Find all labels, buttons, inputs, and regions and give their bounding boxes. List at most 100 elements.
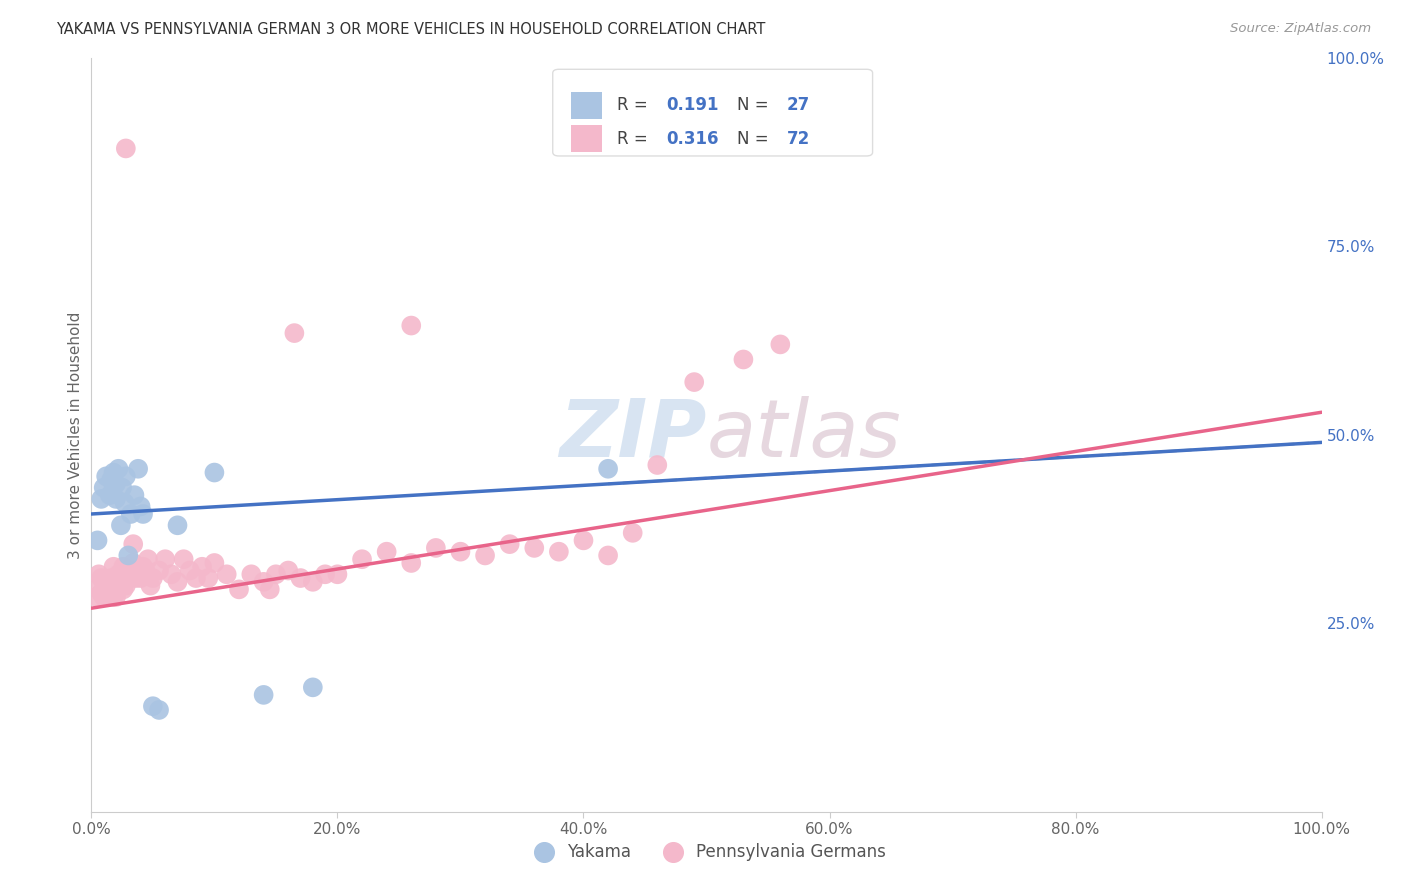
Text: 27: 27 (786, 96, 810, 114)
Point (127, 462, 149, 476)
Point (98, 488, 121, 502)
Point (129, 571, 152, 585)
Point (100, 571, 122, 585)
Point (215, 567, 238, 582)
Point (136, 552, 159, 566)
Point (103, 466, 125, 480)
Point (105, 476, 127, 491)
Point (97, 582, 120, 597)
Point (153, 552, 177, 566)
Point (179, 564, 201, 578)
Point (96, 590, 117, 604)
Point (100, 473, 122, 487)
Point (498, 537, 520, 551)
Text: ZIP: ZIP (560, 396, 706, 474)
Point (228, 582, 250, 597)
Text: R =: R = (617, 96, 652, 114)
Point (166, 574, 188, 589)
Point (124, 488, 146, 502)
Point (86, 533, 108, 548)
Point (105, 491, 127, 506)
Text: 72: 72 (786, 129, 810, 148)
Point (683, 375, 706, 389)
Point (184, 571, 207, 585)
Text: N =: N = (737, 129, 775, 148)
Point (135, 564, 156, 578)
Point (107, 567, 129, 582)
Point (425, 541, 447, 555)
Point (301, 574, 323, 589)
Point (111, 571, 134, 585)
Text: N =: N = (737, 96, 775, 114)
Point (264, 567, 287, 582)
Point (139, 579, 162, 593)
Point (122, 537, 145, 551)
Point (769, 337, 792, 351)
Point (314, 567, 336, 582)
Point (103, 559, 125, 574)
Point (202, 466, 225, 480)
Point (112, 559, 135, 574)
Point (93, 582, 115, 597)
Point (523, 541, 546, 555)
Point (645, 458, 669, 472)
Point (110, 518, 132, 533)
Point (107, 574, 129, 589)
Point (114, 579, 138, 593)
Point (277, 564, 299, 578)
Point (142, 699, 165, 714)
Point (621, 525, 644, 540)
Point (474, 549, 496, 563)
Point (105, 590, 127, 604)
FancyBboxPatch shape (571, 92, 602, 119)
Point (166, 518, 188, 533)
Text: atlas: atlas (706, 396, 901, 474)
Point (90, 491, 112, 506)
Legend: Yakama, Pennsylvania Germans: Yakama, Pennsylvania Germans (520, 836, 893, 867)
Point (173, 552, 195, 566)
Point (399, 318, 422, 333)
Point (90, 571, 112, 585)
Point (596, 549, 619, 563)
Point (110, 579, 132, 593)
Point (290, 571, 312, 585)
Point (733, 352, 755, 367)
Point (105, 579, 127, 593)
Point (117, 549, 139, 563)
Point (98, 574, 121, 589)
Point (547, 544, 569, 558)
Point (240, 567, 263, 582)
Y-axis label: 3 or more Vehicles in Household: 3 or more Vehicles in Household (67, 311, 83, 558)
Point (112, 582, 135, 597)
Point (253, 688, 276, 702)
FancyBboxPatch shape (553, 70, 873, 156)
Point (86, 590, 108, 604)
Point (117, 571, 139, 585)
Point (86, 579, 108, 593)
Point (572, 533, 595, 548)
Point (148, 564, 170, 578)
Point (596, 462, 619, 476)
Point (107, 462, 129, 476)
Point (93, 590, 115, 604)
Point (160, 567, 183, 582)
Point (120, 564, 142, 578)
Point (111, 481, 134, 495)
Text: Source: ZipAtlas.com: Source: ZipAtlas.com (1230, 22, 1371, 36)
Point (375, 544, 398, 558)
Point (283, 326, 305, 340)
Point (129, 500, 152, 514)
Point (148, 703, 170, 717)
Point (117, 564, 139, 578)
Point (114, 496, 136, 510)
Point (253, 574, 276, 589)
Point (191, 559, 214, 574)
Point (114, 469, 138, 483)
Point (301, 681, 323, 695)
Point (127, 567, 149, 582)
Point (96, 582, 117, 597)
FancyBboxPatch shape (571, 125, 602, 153)
Point (87, 567, 110, 582)
Point (103, 590, 125, 604)
Point (114, 141, 138, 155)
